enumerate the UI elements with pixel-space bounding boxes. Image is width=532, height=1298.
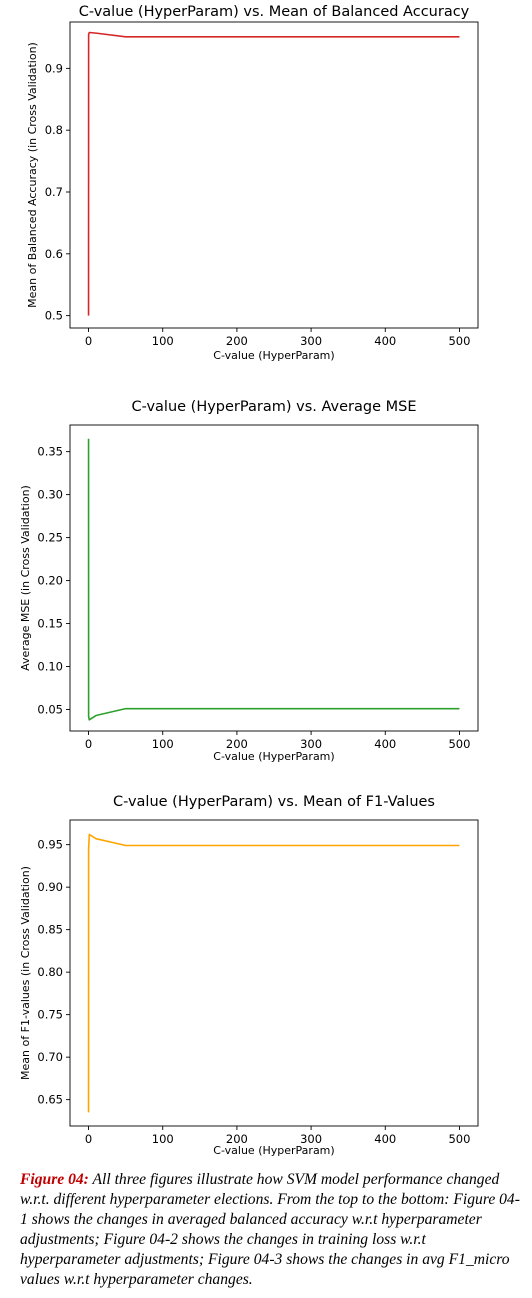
x-tick-label: 400 xyxy=(374,737,396,751)
x-tick-label: 300 xyxy=(300,737,322,751)
x-axis-label: C-value (HyperParam) xyxy=(213,1144,334,1157)
y-tick-label: 0.9 xyxy=(45,61,63,75)
y-tick-label: 0.80 xyxy=(37,965,63,979)
series-line xyxy=(87,31,460,316)
x-tick-label: 0 xyxy=(85,1132,92,1146)
series-line xyxy=(87,833,460,1113)
y-axis-label: Mean of F1-values (in Cross Validation) xyxy=(19,866,32,1080)
balanced-accuracy-chart: C-value (HyperParam) vs. Mean of Balance… xyxy=(0,0,532,370)
chart-title: C-value (HyperParam) vs. Average MSE xyxy=(131,399,416,415)
x-tick-label: 200 xyxy=(226,334,248,348)
caption-label: Figure 04: xyxy=(20,1171,89,1188)
y-tick-label: 0.25 xyxy=(37,531,63,545)
average-mse-chart-svg: C-value (HyperParam) vs. Average MSE 0 100… xyxy=(19,399,479,763)
plot-frame xyxy=(69,21,479,329)
x-tick-label: 100 xyxy=(152,334,174,348)
y-tick-label: 0.90 xyxy=(37,880,63,894)
y-tick-label: 0.15 xyxy=(37,617,63,631)
figure-caption: Figure 04: All three figures illustrate … xyxy=(20,1170,525,1290)
caption-text: All three figures illustrate how SVM mod… xyxy=(20,1171,520,1288)
y-tick-label: 0.75 xyxy=(37,1008,63,1022)
balanced-accuracy-chart-svg: C-value (HyperParam) vs. Mean of Balance… xyxy=(26,4,479,362)
y-tick-label: 0.85 xyxy=(37,923,63,937)
x-tick-label: 400 xyxy=(374,334,396,348)
x-tick-label: 500 xyxy=(448,737,470,751)
y-tick-label: 0.05 xyxy=(37,703,63,717)
y-tick-label: 0.5 xyxy=(45,309,63,323)
x-tick-label: 100 xyxy=(152,737,174,751)
y-tick-label: 0.7 xyxy=(45,185,63,199)
f1-values-chart: C-value (HyperParam) vs. Mean of F1-Valu… xyxy=(0,785,532,1160)
x-tick-label: 500 xyxy=(448,334,470,348)
y-tick-label: 0.95 xyxy=(37,838,63,852)
y-axis-label: Average MSE (in Cross Validation) xyxy=(19,485,32,671)
y-tick-label: 0.30 xyxy=(37,488,63,502)
y-tick-label: 0.6 xyxy=(45,247,63,261)
y-tick-label: 0.35 xyxy=(37,445,63,459)
chart-title: C-value (HyperParam) vs. Mean of Balance… xyxy=(79,4,470,20)
chart-title: C-value (HyperParam) vs. Mean of F1-Valu… xyxy=(113,794,435,810)
y-tick-label: 0.70 xyxy=(37,1050,63,1064)
x-tick-label: 200 xyxy=(226,737,248,751)
y-tick-label: 0.20 xyxy=(37,574,63,588)
x-axis-label: C-value (HyperParam) xyxy=(213,750,334,763)
x-tick-label: 0 xyxy=(85,737,92,751)
plot-frame xyxy=(69,819,479,1127)
y-tick-label: 0.65 xyxy=(37,1093,63,1107)
plot-frame xyxy=(69,424,479,732)
series-line xyxy=(87,438,460,721)
x-tick-label: 300 xyxy=(300,334,322,348)
f1-values-chart-svg: C-value (HyperParam) vs. Mean of F1-Valu… xyxy=(19,794,479,1157)
x-tick-label: 500 xyxy=(448,1132,470,1146)
x-axis-label: C-value (HyperParam) xyxy=(213,349,334,362)
y-tick-label: 0.10 xyxy=(37,660,63,674)
y-tick-label: 0.8 xyxy=(45,123,63,137)
x-tick-label: 0 xyxy=(85,334,92,348)
average-mse-chart: C-value (HyperParam) vs. Average MSE 0 100… xyxy=(0,390,532,765)
x-tick-label: 200 xyxy=(226,1132,248,1146)
x-tick-label: 400 xyxy=(374,1132,396,1146)
x-tick-label: 100 xyxy=(152,1132,174,1146)
x-tick-label: 300 xyxy=(300,1132,322,1146)
y-axis-label: Mean of Balanced Accuracy (in Cross Vali… xyxy=(26,42,39,308)
